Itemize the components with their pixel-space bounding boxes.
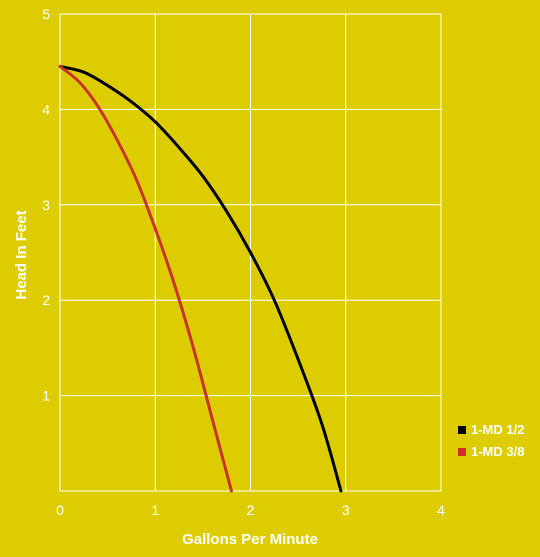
legend-label: 1-MD 3/8: [471, 444, 524, 459]
x-tick-label: 1: [151, 502, 159, 518]
series-line-2: [58, 64, 233, 493]
legend-swatch: [458, 448, 466, 456]
y-tick-label: 2: [42, 292, 50, 308]
y-tick-label: 3: [42, 197, 50, 213]
x-axis-title: Gallons Per Minute: [182, 531, 318, 548]
y-tick-label: 1: [42, 388, 50, 404]
series-line-1: [58, 64, 343, 493]
legend: 1-MD 1/2 1-MD 3/8: [458, 422, 524, 459]
y-tick-label: 5: [42, 6, 50, 22]
grid: [59, 13, 442, 492]
x-tick-label: 2: [247, 502, 255, 518]
legend-swatch: [458, 426, 466, 434]
x-tick-label: 0: [56, 502, 64, 518]
axes: 0 1 2 3 4 1 2 3 4 5: [42, 6, 445, 518]
y-axis-title: Head In Feet: [13, 210, 30, 299]
x-tick-label: 4: [437, 502, 445, 518]
x-tick-label: 3: [342, 502, 350, 518]
series: [58, 64, 343, 493]
y-tick-label: 4: [42, 101, 50, 117]
legend-label: 1-MD 1/2: [471, 422, 524, 437]
